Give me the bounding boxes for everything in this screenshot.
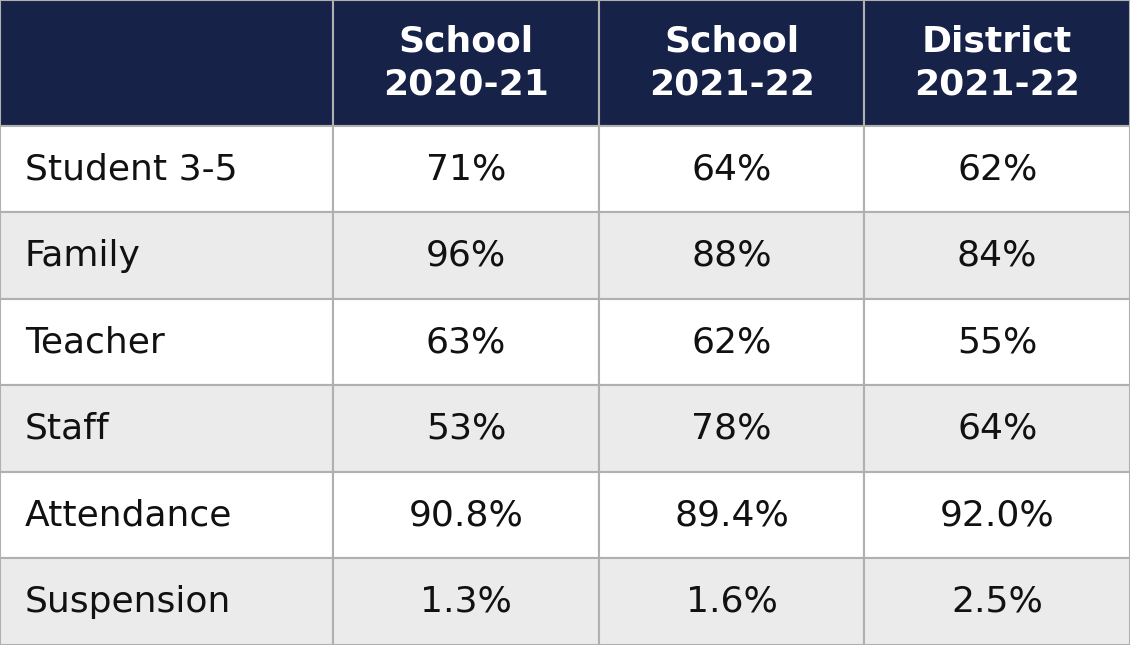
Bar — [599, 386, 864, 472]
Text: 2020-21: 2020-21 — [383, 67, 549, 101]
Bar — [599, 0, 864, 126]
Bar — [0, 386, 333, 472]
Text: 96%: 96% — [426, 239, 506, 273]
Text: 78%: 78% — [692, 412, 772, 446]
Text: 90.8%: 90.8% — [409, 498, 523, 532]
Bar — [599, 559, 864, 645]
Text: 64%: 64% — [692, 152, 772, 186]
Text: Teacher: Teacher — [25, 325, 165, 359]
Bar — [333, 212, 599, 299]
Text: 84%: 84% — [957, 239, 1037, 273]
Bar — [333, 472, 599, 559]
Bar — [0, 299, 333, 386]
Bar — [0, 559, 333, 645]
Text: School: School — [664, 25, 799, 59]
Bar — [333, 0, 599, 126]
Bar — [0, 472, 333, 559]
Text: District: District — [922, 25, 1072, 59]
Bar — [599, 299, 864, 386]
Bar — [864, 559, 1130, 645]
Text: 1.6%: 1.6% — [686, 585, 777, 619]
Bar — [0, 212, 333, 299]
Text: 64%: 64% — [957, 412, 1037, 446]
Text: 88%: 88% — [692, 239, 772, 273]
Text: 63%: 63% — [426, 325, 506, 359]
Text: 53%: 53% — [426, 412, 506, 446]
Bar — [333, 126, 599, 212]
Bar — [864, 126, 1130, 212]
Bar — [333, 559, 599, 645]
Text: Student 3-5: Student 3-5 — [25, 152, 237, 186]
Bar — [864, 0, 1130, 126]
Bar — [864, 299, 1130, 386]
Bar — [599, 212, 864, 299]
Text: 62%: 62% — [692, 325, 772, 359]
Bar — [864, 472, 1130, 559]
Bar — [333, 299, 599, 386]
Bar — [0, 0, 333, 126]
Text: Staff: Staff — [25, 412, 110, 446]
Text: 89.4%: 89.4% — [675, 498, 789, 532]
Bar — [864, 386, 1130, 472]
Text: Attendance: Attendance — [25, 498, 233, 532]
Text: Suspension: Suspension — [25, 585, 232, 619]
Bar — [0, 126, 333, 212]
Text: 62%: 62% — [957, 152, 1037, 186]
Text: 92.0%: 92.0% — [940, 498, 1054, 532]
Bar — [599, 126, 864, 212]
Bar — [599, 472, 864, 559]
Text: 1.3%: 1.3% — [420, 585, 512, 619]
Text: 55%: 55% — [957, 325, 1037, 359]
Text: 2021-22: 2021-22 — [914, 67, 1080, 101]
Text: 2.5%: 2.5% — [951, 585, 1043, 619]
Text: 2021-22: 2021-22 — [649, 67, 815, 101]
Bar — [864, 212, 1130, 299]
Text: Family: Family — [25, 239, 141, 273]
Bar — [333, 386, 599, 472]
Text: School: School — [399, 25, 533, 59]
Text: 71%: 71% — [426, 152, 506, 186]
